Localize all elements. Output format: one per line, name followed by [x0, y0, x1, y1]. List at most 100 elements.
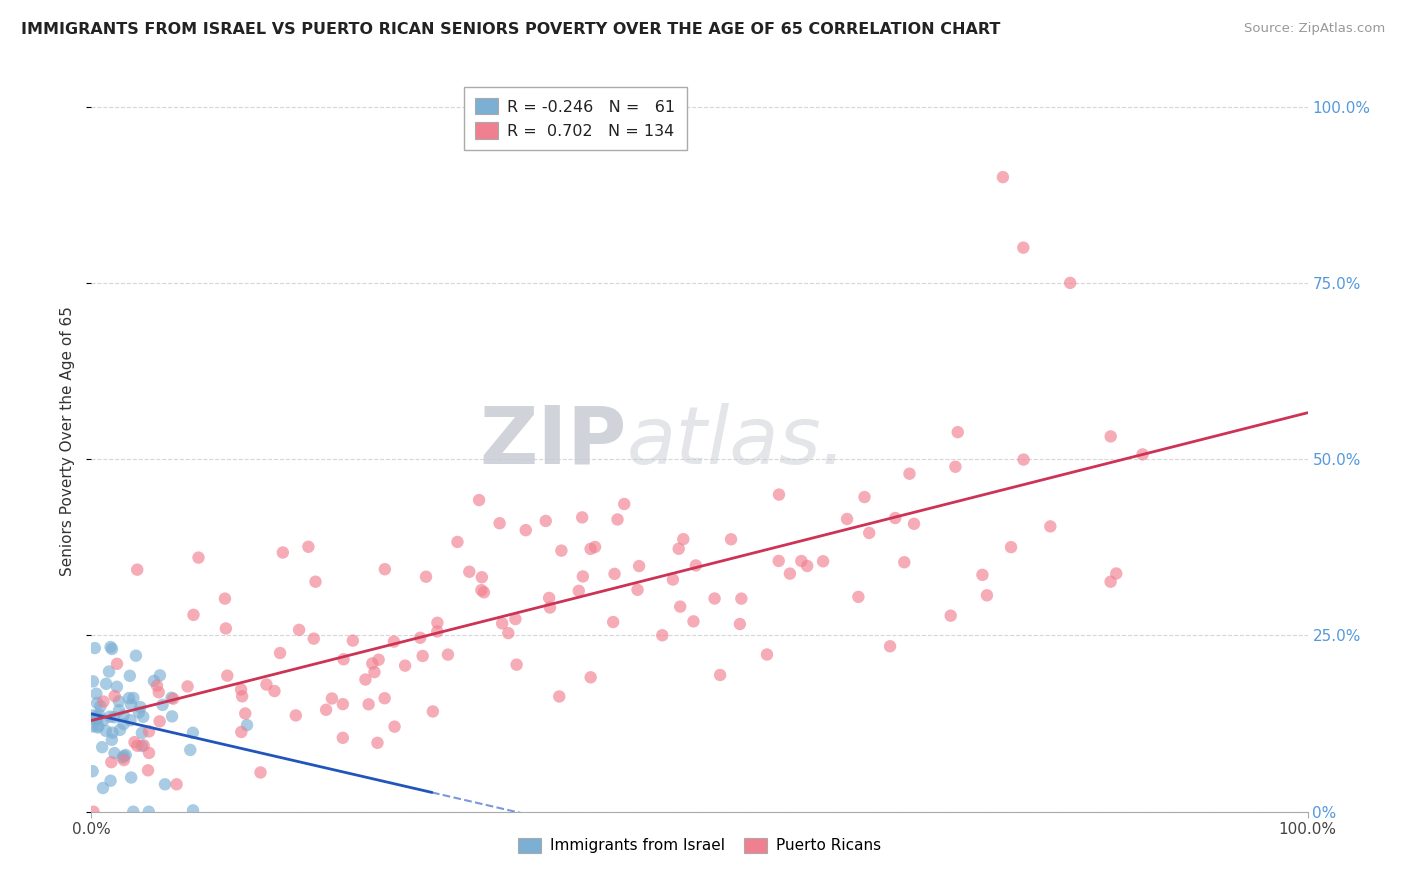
Point — [1012, 241, 1035, 255]
Point — [176, 680, 198, 694]
Point — [288, 623, 311, 637]
Point — [98, 709, 121, 723]
Point — [86, 696, 108, 710]
Point — [94, 677, 117, 691]
Point — [89, 699, 111, 714]
Point — [669, 599, 692, 614]
Point — [471, 570, 494, 584]
Point — [628, 559, 651, 574]
Point — [183, 607, 205, 622]
Point — [136, 764, 159, 778]
Point — [568, 583, 591, 598]
Point — [82, 764, 104, 779]
Point — [142, 673, 165, 688]
Point — [101, 642, 124, 657]
Point — [946, 425, 969, 439]
Point — [728, 617, 751, 632]
Point — [779, 566, 801, 581]
Point — [409, 631, 432, 645]
Point — [120, 713, 142, 727]
Point — [108, 723, 131, 737]
Point — [263, 684, 285, 698]
Point — [976, 588, 998, 602]
Point — [394, 658, 416, 673]
Point — [361, 657, 384, 671]
Point — [472, 585, 495, 599]
Point — [93, 714, 115, 728]
Point — [269, 646, 291, 660]
Point — [162, 691, 184, 706]
Point — [991, 170, 1014, 185]
Point — [146, 679, 169, 693]
Point — [571, 510, 593, 524]
Point — [105, 657, 128, 671]
Point — [86, 687, 108, 701]
Point — [332, 652, 354, 666]
Point — [709, 668, 731, 682]
Point — [118, 669, 141, 683]
Point — [82, 719, 104, 733]
Point — [108, 703, 131, 717]
Point — [651, 628, 673, 642]
Point — [342, 633, 364, 648]
Point — [148, 685, 170, 699]
Point — [152, 698, 174, 712]
Point — [83, 712, 105, 726]
Point — [103, 746, 125, 760]
Point — [118, 691, 141, 706]
Point — [662, 573, 685, 587]
Point — [271, 545, 294, 559]
Point — [672, 532, 695, 546]
Point — [87, 707, 110, 722]
Point — [91, 740, 114, 755]
Point — [236, 718, 259, 732]
Text: atlas.: atlas. — [627, 402, 846, 481]
Point — [138, 746, 160, 760]
Point — [685, 558, 707, 573]
Point — [103, 710, 125, 724]
Point — [181, 725, 204, 739]
Point — [120, 698, 142, 712]
Point — [367, 653, 389, 667]
Point — [879, 640, 901, 654]
Point — [86, 710, 108, 724]
Point — [703, 591, 725, 606]
Point — [100, 773, 122, 788]
Point — [603, 566, 626, 581]
Point — [129, 700, 152, 714]
Point — [131, 726, 153, 740]
Point — [131, 739, 153, 753]
Point — [181, 803, 204, 817]
Point — [790, 554, 813, 568]
Point — [233, 706, 256, 721]
Point — [458, 565, 481, 579]
Point — [768, 487, 790, 501]
Point — [315, 703, 337, 717]
Text: IMMIGRANTS FROM ISRAEL VS PUERTO RICAN SENIORS POVERTY OVER THE AGE OF 65 CORREL: IMMIGRANTS FROM ISRAEL VS PUERTO RICAN S… — [21, 22, 1001, 37]
Point — [112, 717, 135, 731]
Point — [768, 554, 790, 568]
Point — [534, 514, 557, 528]
Point — [505, 657, 527, 672]
Point — [579, 541, 602, 556]
Point — [1099, 574, 1122, 589]
Point — [811, 554, 834, 568]
Point — [160, 709, 183, 723]
Point — [304, 574, 326, 589]
Point — [1059, 276, 1081, 290]
Point — [470, 583, 492, 598]
Point — [138, 724, 160, 739]
Point — [1132, 447, 1154, 461]
Point — [128, 706, 150, 720]
Point — [122, 805, 145, 819]
Point — [972, 567, 994, 582]
Point — [437, 648, 460, 662]
Point — [1105, 566, 1128, 581]
Point — [498, 626, 520, 640]
Point — [98, 665, 121, 679]
Point — [149, 668, 172, 682]
Point — [132, 739, 155, 753]
Point — [332, 731, 354, 745]
Point — [284, 708, 307, 723]
Point — [149, 714, 172, 729]
